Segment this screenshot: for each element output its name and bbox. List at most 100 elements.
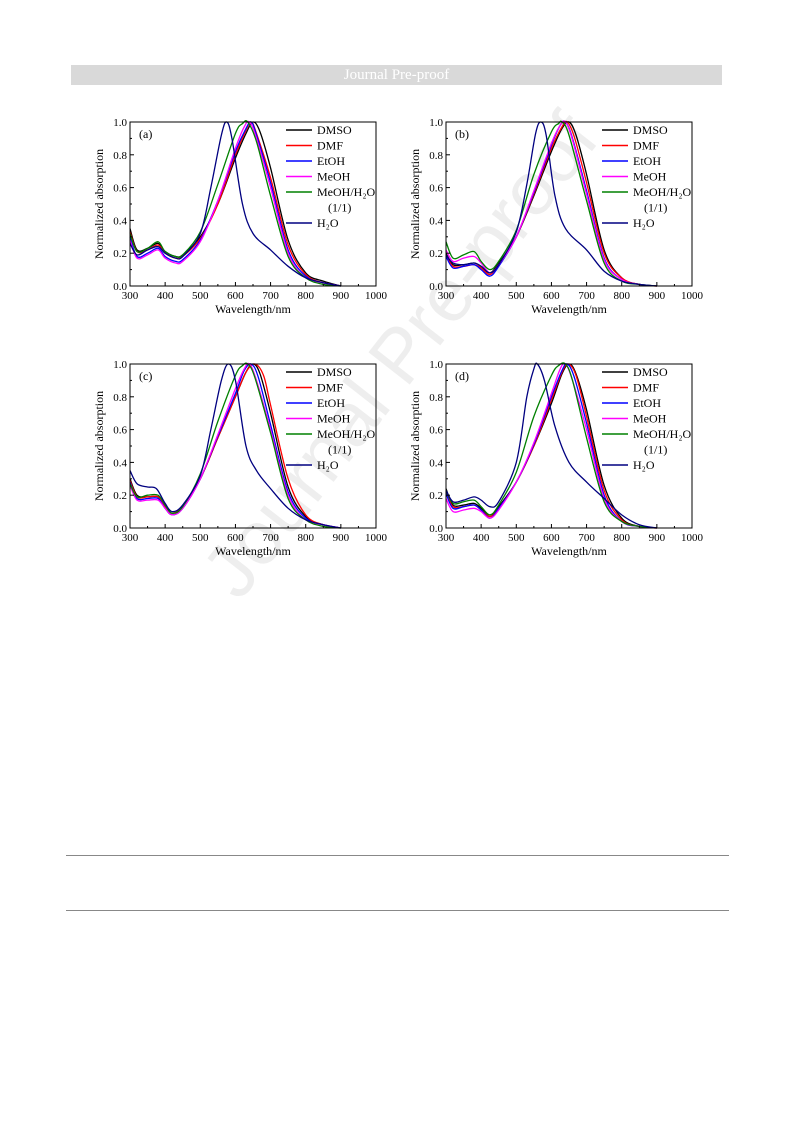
series-line-meoh-h-o-1-1 (129, 120, 341, 287)
legend-label-h-o: H₂O (633, 458, 655, 472)
x-tick-label: 800 (613, 290, 630, 302)
legend-label-continuation: (1/1) (328, 201, 351, 215)
x-tick-label: 700 (578, 290, 595, 302)
legend-label-meoh-h-o-1-1: MeOH/H₂O (317, 185, 376, 199)
y-tick-label: 0.0 (429, 523, 443, 535)
legend-label-etoh: EtOH (317, 154, 345, 168)
x-axis-label: Wavelength/nm (215, 544, 291, 558)
legend-label-dmf: DMF (633, 139, 659, 153)
y-tick-label: 1.0 (113, 359, 127, 371)
legend-label-meoh: MeOH (633, 412, 667, 426)
x-tick-label: 900 (649, 532, 666, 544)
series-line-dmso (445, 363, 657, 529)
series-line-h-o (129, 121, 341, 287)
x-tick-label: 800 (613, 532, 630, 544)
x-tick-label: 1000 (681, 290, 704, 302)
y-tick-label: 0.8 (113, 392, 127, 404)
y-tick-label: 0.8 (113, 150, 127, 162)
x-tick-label: 1000 (681, 532, 704, 544)
x-tick-label: 300 (122, 290, 139, 302)
legend-label-etoh: EtOH (633, 396, 661, 410)
y-tick-label: 0.4 (429, 457, 443, 469)
series-line-etoh (129, 363, 341, 529)
legend-label-dmso: DMSO (317, 365, 352, 379)
x-tick-label: 300 (122, 532, 139, 544)
legend-label-etoh: EtOH (633, 154, 661, 168)
legend-label-continuation: (1/1) (644, 443, 667, 457)
x-tick-label: 400 (157, 290, 174, 302)
legend-label-dmso: DMSO (633, 365, 668, 379)
y-tick-label: 0.2 (113, 490, 127, 502)
legend-label-dmf: DMF (633, 381, 659, 395)
legend-label-meoh: MeOH (317, 170, 351, 184)
y-tick-label: 0.6 (113, 425, 127, 437)
x-tick-label: 600 (543, 290, 560, 302)
chart-panel-a: 300 400 500 600 700 800 900 1000 0.0 0.2 0.4 0.6 0.8… (92, 108, 392, 328)
legend-label-dmf: DMF (317, 139, 343, 153)
series-line-meoh-h-o-1-1 (445, 120, 657, 287)
x-tick-label: 900 (649, 290, 666, 302)
y-tick-label: 0.6 (113, 183, 127, 195)
panel-label: (d) (455, 369, 469, 383)
legend-label-etoh: EtOH (317, 396, 345, 410)
legend-label-h-o: H₂O (633, 216, 655, 230)
legend-label-dmso: DMSO (317, 123, 352, 137)
chart-panel-d: 300 400 500 600 700 800 900 1000 0.0 0.2 0.4 0.6 0.8… (408, 350, 708, 570)
y-tick-label: 0.4 (113, 215, 127, 227)
series-line-meoh (445, 120, 657, 287)
x-tick-label: 1000 (365, 290, 388, 302)
x-tick-label: 600 (543, 532, 560, 544)
y-tick-label: 0.8 (429, 150, 443, 162)
chart-svg: 300 400 500 600 700 800 900 1000 0.0 0.2 0.4 0.6 0.8… (408, 359, 704, 558)
panel-label: (c) (139, 369, 152, 383)
series-line-meoh (129, 362, 341, 529)
y-axis-label: Normalized absorption (92, 391, 106, 501)
y-tick-label: 0.2 (429, 248, 443, 260)
x-axis-label: Wavelength/nm (531, 544, 607, 558)
journal-banner: Journal Pre-proof (71, 65, 722, 85)
x-tick-label: 900 (333, 532, 350, 544)
series-line-meoh-h-o-1-1 (129, 362, 341, 529)
legend-label-meoh-h-o-1-1: MeOH/H₂O (633, 427, 692, 441)
x-axis-label: Wavelength/nm (215, 302, 291, 316)
x-tick-label: 800 (297, 290, 314, 302)
legend-label-meoh: MeOH (317, 412, 351, 426)
y-tick-label: 1.0 (429, 117, 443, 129)
y-tick-label: 0.6 (429, 183, 443, 195)
series-line-dmf (129, 363, 341, 529)
x-tick-label: 600 (227, 290, 244, 302)
legend-label-meoh-h-o-1-1: MeOH/H₂O (317, 427, 376, 441)
y-tick-label: 0.8 (429, 392, 443, 404)
x-tick-label: 800 (297, 532, 314, 544)
y-tick-label: 0.0 (429, 281, 443, 293)
legend-label-dmso: DMSO (633, 123, 668, 137)
y-tick-label: 0.4 (113, 457, 127, 469)
x-tick-label: 500 (192, 532, 209, 544)
chart-svg: 300 400 500 600 700 800 900 1000 0.0 0.2 0.4 0.6 0.8… (92, 117, 388, 316)
series-line-dmf (129, 121, 341, 287)
series-line-meoh (445, 362, 657, 529)
chart-svg: 300 400 500 600 700 800 900 1000 0.0 0.2 0.4 0.6 0.8… (92, 359, 388, 558)
y-tick-label: 1.0 (429, 359, 443, 371)
y-tick-label: 0.2 (429, 490, 443, 502)
y-tick-label: 1.0 (113, 117, 127, 129)
x-axis-label: Wavelength/nm (531, 302, 607, 316)
y-tick-label: 0.4 (429, 215, 443, 227)
panel-label: (a) (139, 127, 152, 141)
x-tick-label: 500 (508, 290, 525, 302)
series-line-h-o (445, 362, 657, 529)
y-tick-label: 0.6 (429, 425, 443, 437)
series-line-h-o (445, 121, 657, 287)
legend-label-meoh: MeOH (633, 170, 667, 184)
x-tick-label: 700 (262, 290, 279, 302)
legend-label-dmf: DMF (317, 381, 343, 395)
y-tick-label: 0.2 (113, 248, 127, 260)
y-axis-label: Normalized absorption (408, 149, 422, 259)
chart-panel-c: 300 400 500 600 700 800 900 1000 0.0 0.2 0.4 0.6 0.8… (92, 350, 392, 570)
legend-label-continuation: (1/1) (644, 201, 667, 215)
legend-label-continuation: (1/1) (328, 443, 351, 457)
series-line-meoh-h-o-1-1 (445, 362, 657, 529)
legend-label-meoh-h-o-1-1: MeOH/H₂O (633, 185, 692, 199)
x-tick-label: 1000 (365, 532, 388, 544)
y-tick-label: 0.0 (113, 523, 127, 535)
